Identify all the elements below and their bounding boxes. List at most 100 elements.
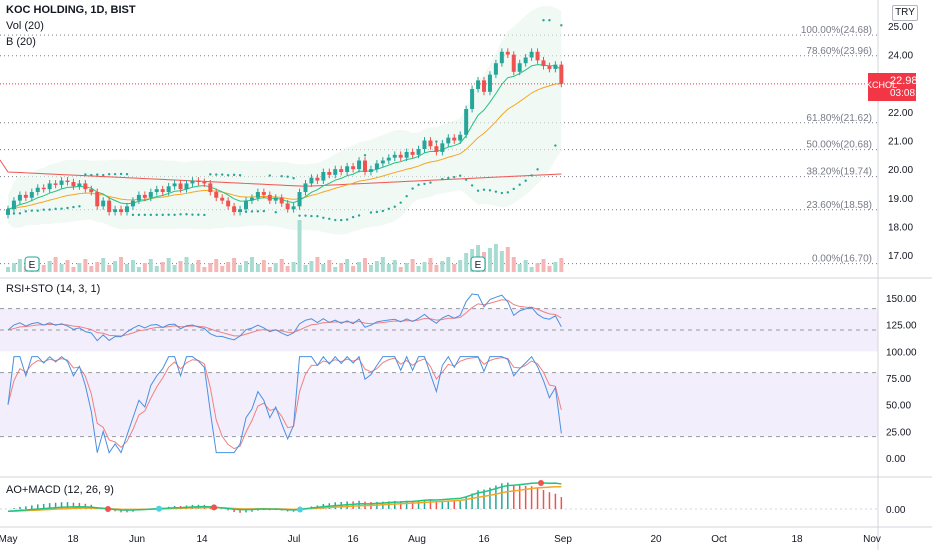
candle-body xyxy=(404,151,409,158)
volume-bar xyxy=(333,267,338,272)
symbol-title[interactable]: KOC HOLDING, 1D, BIST xyxy=(6,4,136,16)
price-tick-label: 20.00 xyxy=(888,165,913,176)
candle-body xyxy=(190,180,195,184)
sar-dot xyxy=(423,182,426,186)
sar-dot xyxy=(60,207,63,210)
candle-body xyxy=(440,143,445,152)
rsi-tick-label: 100.00 xyxy=(886,347,917,358)
vol-legend[interactable]: Vol (20) xyxy=(6,20,44,32)
candle-body xyxy=(202,182,207,184)
volume-bar xyxy=(440,261,445,272)
ao-pane[interactable] xyxy=(0,480,878,513)
sar-dot xyxy=(191,213,194,216)
sar-dot xyxy=(131,213,135,217)
volume-bar xyxy=(553,262,558,272)
price-tick-label: 17.00 xyxy=(888,251,913,262)
volume-bar xyxy=(410,259,415,272)
fib-level-label: 23.60%(18.58) xyxy=(806,200,872,211)
candle-body xyxy=(315,177,320,181)
sar-dot xyxy=(417,183,420,187)
candle-body xyxy=(154,189,159,193)
volume-bar xyxy=(184,257,189,272)
candle-body xyxy=(380,160,385,164)
rsi-legend[interactable]: RSI+STO (14, 3, 1) xyxy=(6,283,101,295)
sar-dot xyxy=(54,207,57,211)
candle-body xyxy=(142,194,147,198)
sar-dot xyxy=(351,215,355,219)
sar-dot xyxy=(322,216,325,219)
sar-dot xyxy=(78,205,81,208)
volume-bar xyxy=(202,267,207,272)
volume-bar xyxy=(119,257,124,272)
date-tick-label: 16 xyxy=(347,534,359,545)
moving-average-long xyxy=(0,159,562,187)
sar-dot xyxy=(345,218,349,221)
candle-body xyxy=(345,166,350,172)
sar-dot xyxy=(102,173,105,177)
volume-bar xyxy=(428,258,433,272)
volume-bar xyxy=(172,265,177,272)
b-legend[interactable]: B (20) xyxy=(6,36,36,48)
fib-level-label: 38.20%(19.74) xyxy=(806,167,872,178)
volume-bar xyxy=(249,257,254,272)
volume-bar xyxy=(392,260,397,272)
date-tick-label: 16 xyxy=(478,534,490,545)
volume-bar xyxy=(279,259,284,272)
rsi-pane[interactable] xyxy=(0,293,878,454)
candle-body xyxy=(214,192,219,198)
volume-bar xyxy=(529,267,534,272)
candle-body xyxy=(553,64,558,69)
volume-bar xyxy=(523,260,528,272)
volume-bar xyxy=(261,260,266,272)
sar-dot xyxy=(494,190,498,193)
volume-bar xyxy=(321,264,326,272)
date-tick-label: Jul xyxy=(288,534,301,545)
candle-body xyxy=(487,74,492,92)
volume-bar xyxy=(499,251,504,272)
candle-body xyxy=(232,206,237,213)
earnings-marker-label: E xyxy=(29,260,36,271)
candle-body xyxy=(493,63,498,75)
candle-body xyxy=(392,154,397,158)
date-tick-label: 18 xyxy=(791,534,803,545)
candle-body xyxy=(196,180,201,183)
volume-bar xyxy=(452,264,457,272)
currency-badge[interactable]: TRY xyxy=(892,5,918,21)
sar-dot xyxy=(381,209,385,213)
sar-dot xyxy=(393,205,396,208)
macd-cross-marker xyxy=(538,480,544,487)
ao-legend[interactable]: AO+MACD (12, 26, 9) xyxy=(6,484,114,496)
candle-body xyxy=(113,209,118,213)
fib-level-label: 61.80%(21.62) xyxy=(806,113,872,124)
candle-body xyxy=(279,197,284,204)
fib-level-label: 0.00%(16.70) xyxy=(812,254,872,265)
macd-cross-marker xyxy=(105,506,111,513)
candle-body xyxy=(351,166,356,170)
volume-bar xyxy=(487,248,492,272)
sar-dot xyxy=(90,173,93,177)
sar-dot xyxy=(518,183,521,186)
fib-level-label: 100.00%(24.68) xyxy=(801,25,872,36)
candle-body xyxy=(226,200,231,207)
sar-dot xyxy=(429,181,432,184)
sar-dot xyxy=(66,206,69,210)
sar-dot xyxy=(185,213,188,216)
candle-body xyxy=(428,140,433,147)
sar-dot xyxy=(268,174,271,177)
sar-dot xyxy=(476,189,480,192)
volume-bar xyxy=(339,263,344,272)
volume-bar xyxy=(53,257,58,272)
price-pane[interactable]: 100.00%(24.68) 78.60%(23.96) 61.80%(21.62)… xyxy=(0,5,878,272)
sar-dot xyxy=(262,209,266,213)
sar-dot xyxy=(18,212,22,215)
sar-dot xyxy=(72,205,75,209)
rsi-line xyxy=(7,293,562,342)
volume-bar xyxy=(220,266,225,272)
volume-bar xyxy=(416,266,421,272)
earnings-marker-box xyxy=(470,256,486,272)
candle-body xyxy=(291,206,296,210)
sar-dot xyxy=(435,140,438,143)
price-tag-symbol: KCHOL xyxy=(866,80,898,90)
candle-body xyxy=(559,64,564,84)
